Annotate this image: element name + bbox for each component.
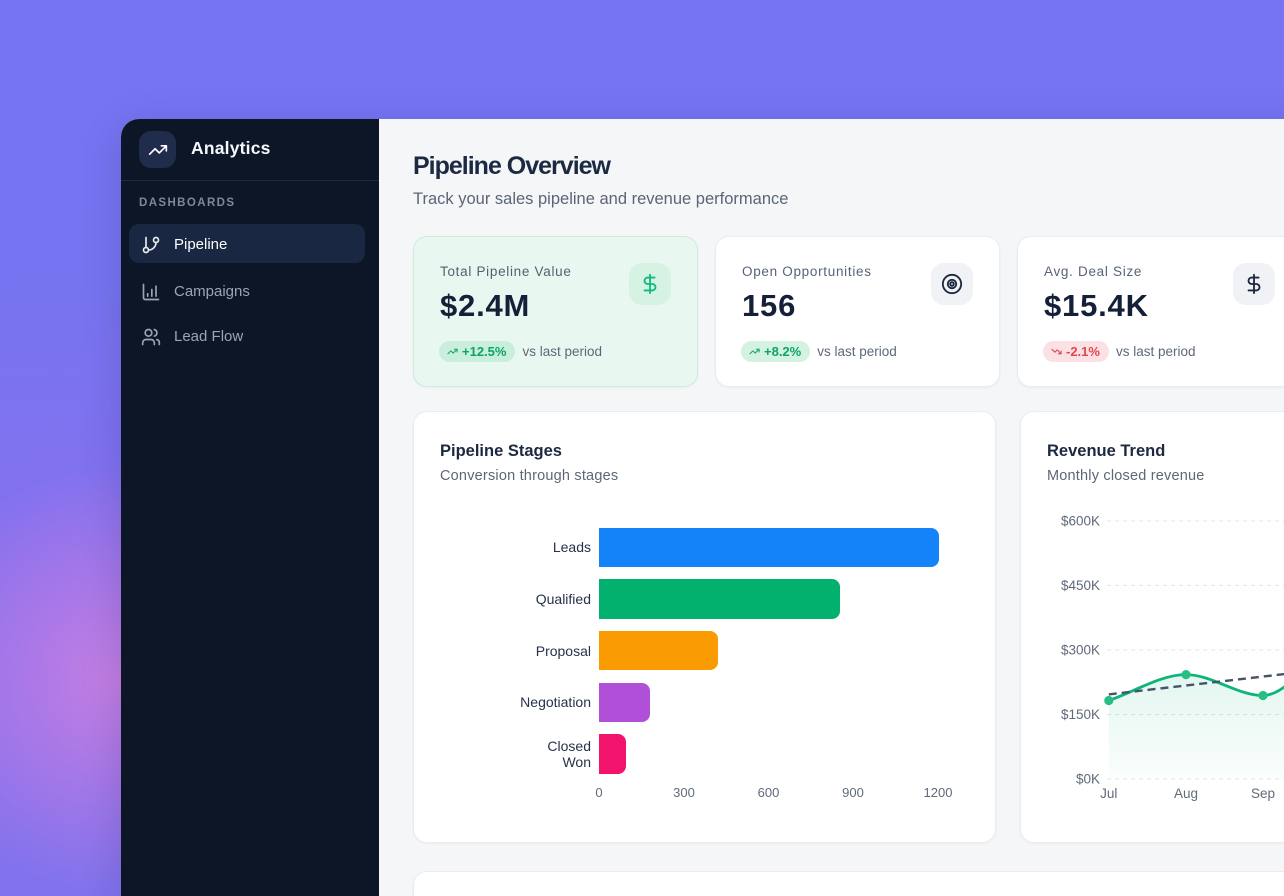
svg-text:$450K: $450K xyxy=(1061,578,1100,593)
svg-text:Aug: Aug xyxy=(1174,786,1198,801)
svg-text:$0K: $0K xyxy=(1076,772,1100,787)
svg-text:Sep: Sep xyxy=(1251,786,1275,801)
svg-text:$600K: $600K xyxy=(1061,514,1100,529)
svg-text:Jul: Jul xyxy=(1100,786,1117,801)
svg-text:$300K: $300K xyxy=(1061,643,1100,658)
svg-text:$150K: $150K xyxy=(1061,707,1100,722)
